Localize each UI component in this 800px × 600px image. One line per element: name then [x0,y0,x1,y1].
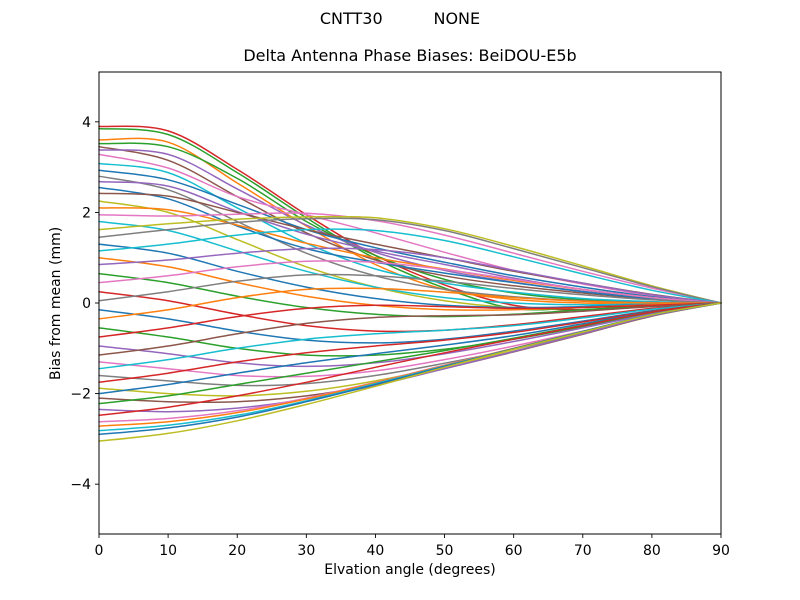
figure-suptitle: CNTT30 NONE [319,9,481,28]
bias-line [98,302,722,384]
y-tick-label: 2 [82,205,91,221]
bias-line [98,215,722,304]
x-axis-label: Elvation angle (degrees) [324,562,496,578]
bias-line [98,153,722,304]
bias-line [98,302,722,395]
bias-line [98,287,722,320]
bias-line [98,302,722,357]
bias-line [98,212,722,304]
y-tick-label: −2 [70,387,91,403]
bias-line [98,302,722,370]
x-tick-label: 10 [159,543,177,559]
y-tick-label: −4 [70,477,91,493]
bias-line [98,162,722,304]
bias-line [98,302,722,338]
bias-line [98,169,722,304]
bias-line [98,247,722,304]
x-tick-label: 0 [95,543,104,559]
bias-line [98,175,722,304]
bias-line [98,260,722,304]
bias-line [98,145,722,304]
bias-line [98,302,722,417]
x-tick-label: 70 [574,543,592,559]
x-tick-label: 50 [436,543,454,559]
x-tick-label: 40 [367,543,385,559]
chart-title: Delta Antenna Phase Biases: BeiDOU-E5b [243,46,577,65]
bias-line [98,302,722,368]
x-tick-label: 30 [297,543,315,559]
bias-line [98,302,722,442]
x-tick-label: 80 [643,543,661,559]
bias-line [98,228,722,304]
bias-line [98,273,722,304]
bias-line [98,217,722,304]
x-tick-label: 20 [228,543,246,559]
bias-line [98,186,722,304]
bias-line [98,302,722,344]
y-axis-label: Bias from mean (mm) [48,226,64,380]
y-tick-label: 4 [82,115,91,131]
x-tick-label: 90 [712,543,730,559]
y-tick-label: 0 [82,296,91,312]
x-tick-label: 60 [505,543,523,559]
bias-line [98,302,722,356]
